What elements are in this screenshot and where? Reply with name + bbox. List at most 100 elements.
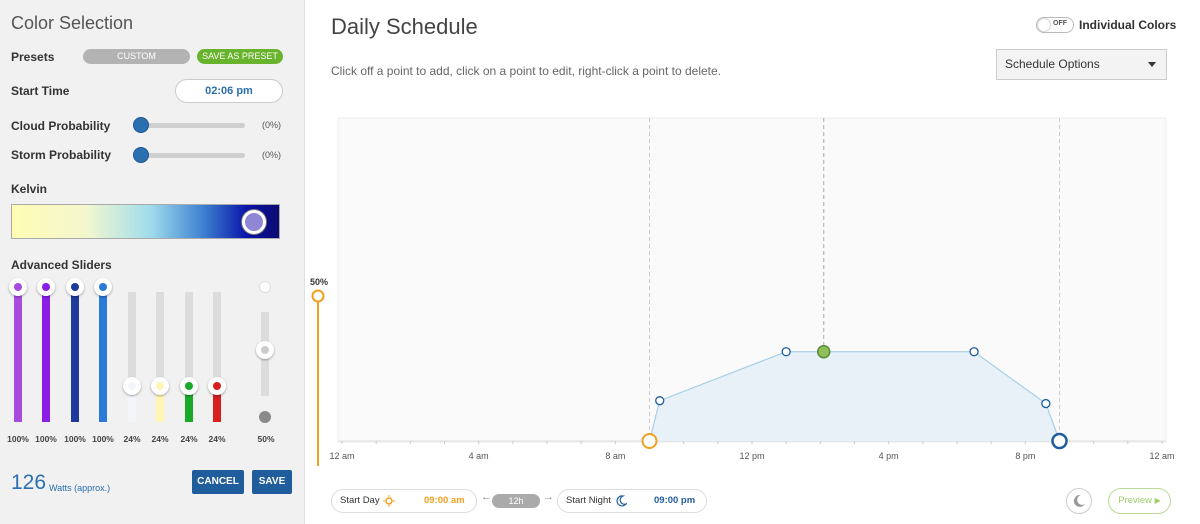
master-slider-value: 50% xyxy=(257,434,275,444)
start-day-value: 09:00 am xyxy=(424,495,465,506)
schedule-point[interactable] xyxy=(1041,398,1051,409)
start-night-value: 09:00 pm xyxy=(654,495,696,506)
advanced-slider-value: 24% xyxy=(123,434,141,444)
current-point[interactable] xyxy=(817,344,831,359)
advanced-slider-2[interactable] xyxy=(42,292,50,422)
toggle-knob xyxy=(1038,19,1050,31)
advanced-slider-knob[interactable] xyxy=(9,278,27,296)
start-time-label: Start Time xyxy=(11,84,70,98)
cancel-button[interactable]: CANCEL xyxy=(192,470,244,494)
kelvin-gradient-slider[interactable] xyxy=(11,204,280,239)
cloud-probability-slider[interactable] xyxy=(141,123,245,128)
advanced-slider-fill xyxy=(14,292,22,422)
x-tick-label: 12 am xyxy=(329,451,354,461)
start-night-label: Start Night xyxy=(566,495,611,506)
arrow-left-icon: ← xyxy=(481,491,492,503)
night-start-point[interactable] xyxy=(1051,432,1068,450)
storm-probability-label: Storm Probability xyxy=(11,148,112,162)
kelvin-knob[interactable] xyxy=(242,210,266,234)
instructions: Click off a point to add, click on a poi… xyxy=(331,64,721,78)
advanced-slider-knob[interactable] xyxy=(94,278,112,296)
advanced-slider-7[interactable] xyxy=(185,292,193,422)
master-slider-top-dot xyxy=(259,281,271,293)
master-slider-bottom-dot xyxy=(259,411,271,423)
moon-icon xyxy=(616,495,627,507)
start-day-control[interactable]: Start Day 09:00 am xyxy=(331,489,477,513)
schedule-options-label: Schedule Options xyxy=(1005,57,1100,71)
save-button[interactable]: SAVE xyxy=(252,470,292,494)
start-time-input[interactable]: 02:06 pm xyxy=(175,79,283,103)
schedule-point[interactable] xyxy=(655,396,665,406)
x-tick-label: 8 am xyxy=(605,451,625,461)
advanced-slider-fill xyxy=(185,390,193,422)
schedule-panel: Daily Schedule OFF Individual Colors Cli… xyxy=(306,0,1200,524)
duration-pill: 12h xyxy=(492,494,540,508)
advanced-slider-value: 24% xyxy=(208,434,226,444)
advanced-slider-4[interactable] xyxy=(99,292,107,422)
page-title: Daily Schedule xyxy=(331,14,478,39)
advanced-slider-fill xyxy=(42,292,50,422)
advanced-slider-value: 24% xyxy=(151,434,169,444)
advanced-slider-value: 24% xyxy=(180,434,198,444)
cloud-probability-label: Cloud Probability xyxy=(11,119,111,133)
play-icon: ▶ xyxy=(1154,496,1161,505)
x-tick-label: 12 am xyxy=(1149,451,1174,461)
cloud-probability-knob[interactable] xyxy=(133,117,149,133)
duration-control[interactable]: ← 12h → xyxy=(481,491,557,508)
start-night-control[interactable]: Start Night 09:00 pm xyxy=(557,489,707,513)
preset-select[interactable]: CUSTOM xyxy=(83,49,190,64)
advanced-slider-5[interactable] xyxy=(128,292,136,422)
schedule-options-select[interactable]: Schedule Options xyxy=(996,49,1167,80)
x-tick-label: 12 pm xyxy=(739,451,764,461)
sun-icon xyxy=(383,495,395,507)
schedule-area xyxy=(649,351,1060,441)
advanced-slider-value: 100% xyxy=(64,434,86,444)
advanced-slider-3[interactable] xyxy=(71,292,79,422)
storm-probability-slider[interactable] xyxy=(141,153,245,158)
schedule-point[interactable] xyxy=(969,347,979,357)
preview-button[interactable]: Preview ▶ xyxy=(1108,488,1171,514)
night-mode-button[interactable] xyxy=(1066,488,1092,514)
x-tick-label: 4 pm xyxy=(879,451,899,461)
advanced-slider-1[interactable] xyxy=(14,292,22,422)
advanced-slider-value: 100% xyxy=(92,434,114,444)
color-selection-panel: Color Selection Presets CUSTOM SAVE AS P… xyxy=(0,0,305,524)
advanced-slider-knob[interactable] xyxy=(180,376,198,395)
advanced-slider-knob[interactable] xyxy=(37,278,55,296)
advanced-slider-knob[interactable] xyxy=(66,278,84,296)
x-tick-label: 4 am xyxy=(469,451,489,461)
advanced-slider-value: 100% xyxy=(35,434,57,444)
day-start-point[interactable] xyxy=(641,433,658,449)
advanced-slider-fill xyxy=(213,390,221,422)
advanced-slider-fill xyxy=(71,292,79,422)
x-tick-label: 8 pm xyxy=(1015,451,1035,461)
y-level-knob[interactable] xyxy=(311,289,325,303)
advanced-slider-knob[interactable] xyxy=(123,376,141,395)
moon-icon xyxy=(1073,494,1085,507)
advanced-slider-fill xyxy=(156,390,164,422)
storm-probability-knob[interactable] xyxy=(133,147,149,163)
toggle-state: OFF xyxy=(1053,20,1067,27)
advanced-sliders-label: Advanced Sliders xyxy=(11,258,112,272)
panel-title: Color Selection xyxy=(11,13,134,33)
individual-colors-toggle[interactable]: OFF xyxy=(1036,17,1074,33)
save-as-preset-button[interactable]: SAVE AS PRESET xyxy=(197,49,283,64)
caret-down-icon xyxy=(1148,62,1156,67)
advanced-slider-8[interactable] xyxy=(213,292,221,422)
advanced-slider-knob[interactable] xyxy=(208,376,226,395)
arrow-right-icon: → xyxy=(543,491,554,503)
watts-unit: Watts (approx.) xyxy=(49,483,111,493)
advanced-slider-knob[interactable] xyxy=(151,376,169,395)
kelvin-label: Kelvin xyxy=(11,182,48,196)
y-level-label: 50% xyxy=(310,277,328,287)
storm-probability-value: (0%) xyxy=(262,150,282,160)
schedule-point[interactable] xyxy=(781,347,791,357)
master-slider-knob[interactable] xyxy=(256,341,274,359)
cloud-probability-value: (0%) xyxy=(262,120,282,130)
preview-label: Preview xyxy=(1118,495,1152,506)
watts-value: 126 xyxy=(11,471,47,494)
schedule-chart[interactable]: 12 am 4 am 8 am 12 pm 4 pm 8 pm 12 am 50% xyxy=(306,0,1200,480)
start-day-label: Start Day xyxy=(340,495,380,506)
presets-label: Presets xyxy=(11,50,55,64)
advanced-slider-6[interactable] xyxy=(156,292,164,422)
